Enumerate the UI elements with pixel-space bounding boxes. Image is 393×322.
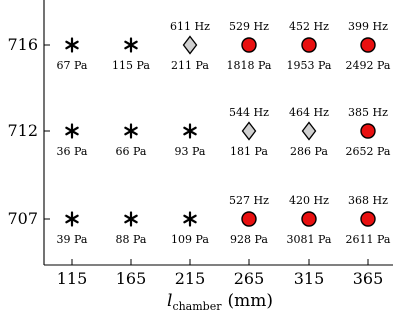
star-stroke	[124, 126, 138, 136]
y-tick-label: 707	[7, 209, 38, 228]
pressure-label: 39 Pa	[57, 233, 88, 246]
x-axis-label-subscript: chamber	[172, 300, 222, 313]
frequency-label: 527 Hz	[229, 194, 269, 207]
circle-marker	[301, 211, 317, 227]
diamond-marker	[241, 121, 257, 141]
pressure-label: 88 Pa	[116, 233, 147, 246]
star-marker	[183, 123, 197, 139]
pressure-label: 2611 Pa	[346, 233, 391, 246]
star-stroke	[65, 40, 79, 50]
circle-marker	[360, 123, 376, 139]
circle-marker	[360, 37, 376, 53]
pressure-label: 1953 Pa	[287, 59, 332, 72]
pressure-label: 286 Pa	[290, 145, 328, 158]
pressure-label: 2652 Pa	[346, 145, 391, 158]
star-stroke	[183, 126, 197, 136]
star-marker	[124, 123, 138, 139]
star-marker	[124, 37, 138, 53]
pressure-label: 1818 Pa	[227, 59, 272, 72]
pressure-label: 66 Pa	[116, 145, 147, 158]
x-tick-label: 215	[175, 269, 206, 288]
diamond-marker	[182, 35, 198, 55]
diamond-marker	[301, 121, 317, 141]
x-axis-label-symbol: l	[167, 291, 172, 311]
pressure-label: 211 Pa	[171, 59, 209, 72]
star-stroke	[124, 214, 138, 224]
star-marker	[65, 37, 79, 53]
x-tick-label: 315	[294, 269, 325, 288]
circle-marker	[241, 211, 257, 227]
star-stroke	[65, 126, 79, 136]
pressure-label: 67 Pa	[57, 59, 88, 72]
frequency-label: 452 Hz	[289, 20, 329, 33]
star-stroke	[183, 214, 197, 224]
pressure-label: 3081 Pa	[287, 233, 332, 246]
y-tick-label: 716	[7, 35, 38, 54]
y-tick-label: 712	[7, 121, 38, 140]
frequency-label: 529 Hz	[229, 20, 269, 33]
pressure-label: 93 Pa	[175, 145, 206, 158]
x-axis-label: lchamber (mm)	[167, 291, 273, 313]
star-stroke	[124, 40, 138, 50]
star-marker	[124, 211, 138, 227]
pressure-label: 181 Pa	[230, 145, 268, 158]
star-marker	[65, 123, 79, 139]
x-tick-label: 165	[116, 269, 147, 288]
frequency-label: 368 Hz	[348, 194, 388, 207]
x-axis-label-unit: (mm)	[227, 291, 273, 311]
frequency-label: 420 Hz	[289, 194, 329, 207]
pressure-label: 115 Pa	[112, 59, 150, 72]
y-ticks: 716 712 707	[7, 35, 50, 228]
x-tick-label: 265	[234, 269, 265, 288]
star-marker	[65, 211, 79, 227]
x-ticks: 115 165 215 265 315 365	[57, 259, 384, 288]
data-points: 67 Pa 115 Pa 211 Pa 611 Hz 1818 Pa 529 Hz 1953…	[57, 20, 391, 246]
circle-marker	[241, 37, 257, 53]
frequency-label: 611 Hz	[170, 20, 210, 33]
frequency-label: 385 Hz	[348, 106, 388, 119]
pressure-label: 928 Pa	[230, 233, 268, 246]
x-tick-label: 365	[353, 269, 384, 288]
frequency-label: 544 Hz	[229, 106, 269, 119]
circle-marker	[301, 37, 317, 53]
pressure-label: 2492 Pa	[346, 59, 391, 72]
star-marker	[183, 211, 197, 227]
frequency-label: 464 Hz	[289, 106, 329, 119]
star-stroke	[65, 214, 79, 224]
x-tick-label: 115	[57, 269, 88, 288]
circle-marker	[360, 211, 376, 227]
pressure-label: 36 Pa	[57, 145, 88, 158]
pressure-label: 109 Pa	[171, 233, 209, 246]
frequency-label: 399 Hz	[348, 20, 388, 33]
